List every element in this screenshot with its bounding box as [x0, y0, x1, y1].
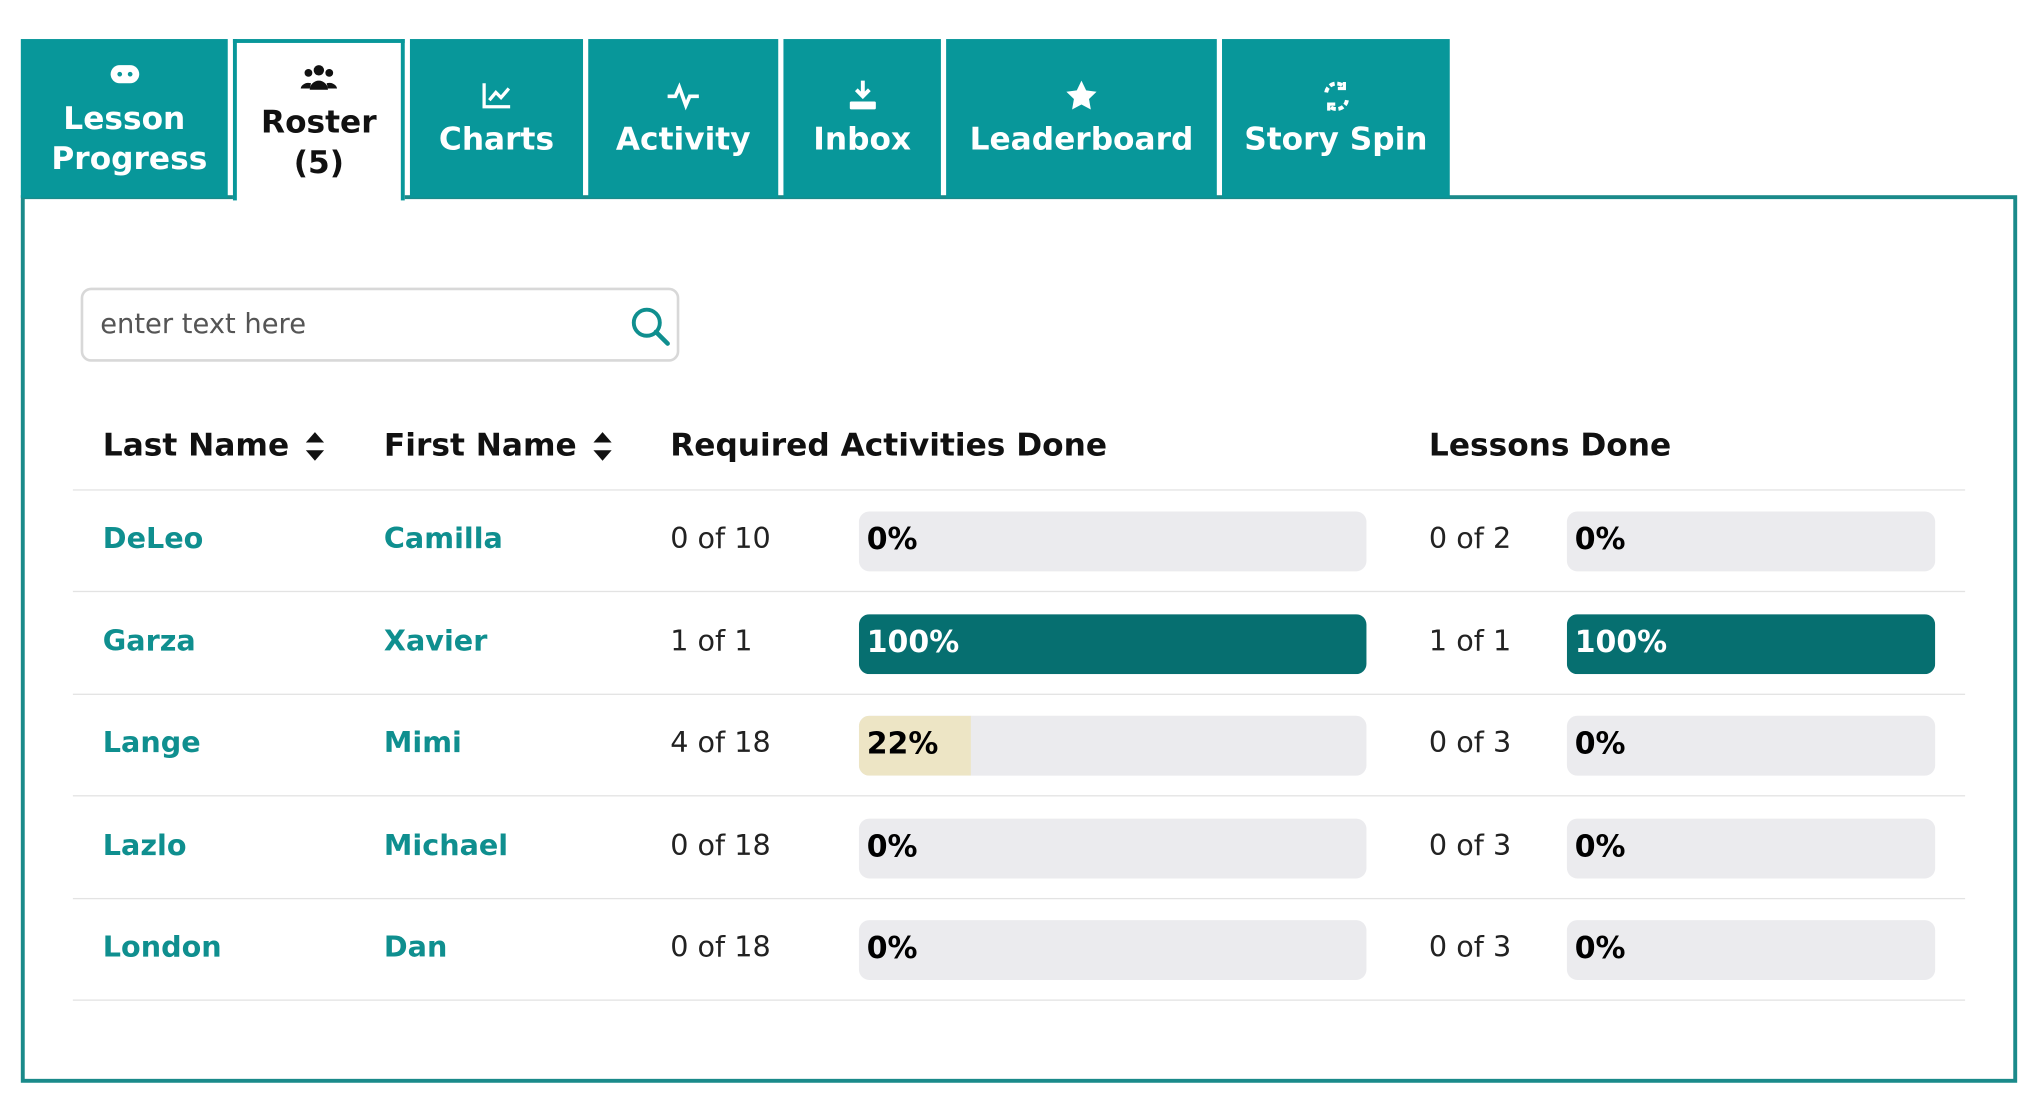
progress-bar: 0%: [858, 920, 1367, 980]
tab-label: Charts: [438, 120, 555, 157]
progress-label: 0%: [1574, 931, 1626, 966]
progress-label: 0%: [866, 931, 918, 966]
tab-label: Roster (5): [261, 103, 377, 181]
lessons-count: 0 of 2: [1428, 523, 1512, 556]
divider: [72, 795, 1966, 797]
last-name-link[interactable]: DeLeo: [102, 523, 204, 556]
lessons-count: 0 of 3: [1428, 931, 1512, 965]
column-header: Lessons Done: [1429, 427, 1671, 463]
header-text: First Name: [383, 426, 577, 464]
header-text: Required Activities Done: [670, 426, 1108, 464]
progress-bar: 0%: [1566, 920, 1936, 980]
header-text: Lessons Done: [1428, 426, 1672, 464]
divider: [72, 897, 1966, 899]
progress-bar: 0%: [858, 511, 1367, 572]
tab-label: Lesson Progress: [51, 100, 208, 177]
progress-bar: 0%: [858, 817, 1367, 878]
progress-label: 100%: [866, 625, 960, 660]
divider: [72, 999, 1966, 1001]
search-placeholder: enter text here: [100, 308, 307, 340]
progress-label: 0%: [866, 523, 918, 557]
progress-bar: 100%: [858, 613, 1367, 674]
first-name-link[interactable]: Dan: [383, 931, 448, 965]
activities-count: 4 of 18: [670, 727, 771, 761]
progress-bar: 0%: [1566, 715, 1936, 776]
progress-fill: [1566, 613, 1936, 674]
first-name-link[interactable]: Xavier: [383, 625, 488, 658]
progress-bar: 0%: [1566, 817, 1936, 878]
tab[interactable]: Roster (5): [232, 39, 405, 201]
sort-icon[interactable]: [590, 428, 616, 464]
last-name-link[interactable]: Garza: [102, 625, 196, 658]
tab[interactable]: Charts: [409, 39, 584, 198]
tab[interactable]: Lesson Progress: [20, 39, 228, 198]
progress-label: 0%: [1574, 829, 1626, 864]
activities-count: 0 of 18: [670, 829, 771, 863]
lessons-count: 1 of 1: [1428, 625, 1512, 658]
lessons-count: 0 of 3: [1428, 829, 1512, 863]
header-text: Last Name: [102, 426, 290, 464]
progress-bar: 100%: [1566, 613, 1936, 674]
first-name-link[interactable]: Michael: [383, 829, 509, 863]
progress-label: 22%: [866, 727, 939, 762]
tab-icon: [300, 64, 338, 90]
divider: [72, 489, 1966, 491]
activities-count: 0 of 18: [670, 931, 771, 965]
progress-label: 0%: [866, 829, 918, 864]
sort-icon[interactable]: [302, 428, 328, 464]
divider: [72, 590, 1966, 593]
progress-label: 0%: [1574, 523, 1626, 557]
lessons-count: 0 of 3: [1428, 727, 1512, 761]
tab-label: Activity: [615, 120, 751, 157]
tab[interactable]: Activity: [588, 39, 779, 198]
tab[interactable]: Leaderboard: [946, 39, 1217, 198]
progress-fill: [858, 613, 1367, 674]
search-icon[interactable]: [630, 306, 672, 348]
last-name-link[interactable]: Lange: [102, 727, 201, 761]
tab[interactable]: Inbox: [783, 39, 941, 198]
progress-bar: 22%: [858, 715, 1367, 776]
column-header[interactable]: First Name: [384, 427, 616, 465]
first-name-link[interactable]: Camilla: [383, 523, 503, 556]
tab-icon: [109, 65, 139, 84]
search-box[interactable]: enter text here: [80, 287, 680, 362]
tab-icon: [1323, 80, 1349, 111]
tab-icon: [1066, 80, 1097, 109]
tab[interactable]: Story Spin: [1222, 39, 1450, 198]
tab-label: Story Spin: [1244, 120, 1428, 157]
tab-icon: [849, 80, 876, 109]
tab-icon: [481, 82, 510, 108]
progress-label: 100%: [1574, 625, 1668, 660]
last-name-link[interactable]: Lazlo: [102, 829, 187, 863]
tab-label: Inbox: [813, 120, 912, 157]
progress-label: 0%: [1574, 727, 1626, 762]
activities-count: 1 of 1: [670, 625, 753, 658]
first-name-link[interactable]: Mimi: [383, 727, 462, 761]
progress-fill: [858, 715, 971, 776]
last-name-link[interactable]: London: [102, 931, 222, 965]
column-header[interactable]: Last Name: [103, 427, 328, 465]
tab-icon: [667, 81, 699, 110]
tab-label: Leaderboard: [969, 120, 1194, 157]
progress-bar: 0%: [1566, 511, 1936, 572]
divider: [72, 692, 1966, 695]
column-header: Required Activities Done: [670, 427, 1107, 463]
activities-count: 0 of 10: [670, 523, 771, 556]
